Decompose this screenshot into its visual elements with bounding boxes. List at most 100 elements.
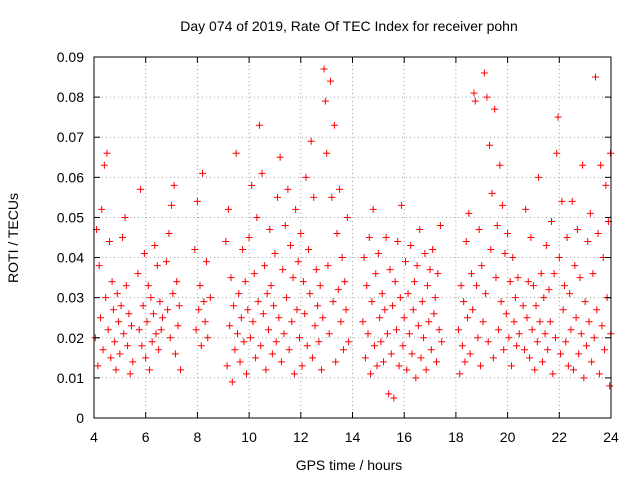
data-point: [549, 370, 557, 378]
data-point: [537, 270, 545, 278]
data-point: [390, 394, 398, 402]
data-point: [195, 306, 203, 314]
data-point: [551, 334, 559, 342]
data-point: [337, 318, 345, 326]
x-tick-label: 22: [552, 429, 568, 445]
x-tick-label: 4: [90, 429, 98, 445]
data-point: [191, 246, 199, 254]
x-tick-label: 6: [142, 429, 150, 445]
data-point: [170, 181, 178, 189]
data-point: [553, 149, 561, 157]
data-point: [262, 366, 270, 374]
data-point: [240, 338, 248, 346]
data-point: [363, 282, 371, 290]
data-point: [235, 290, 243, 298]
data-point: [456, 370, 464, 378]
data-point: [206, 294, 214, 302]
data-point: [403, 366, 411, 374]
data-point: [594, 229, 602, 237]
data-point: [227, 274, 235, 282]
data-point: [286, 242, 294, 250]
data-point: [316, 282, 324, 290]
x-tick-label: 16: [396, 429, 412, 445]
data-point: [98, 205, 106, 213]
x-tick-label: 24: [603, 429, 619, 445]
data-point: [411, 278, 419, 286]
data-point: [473, 282, 481, 290]
data-point: [338, 254, 346, 262]
data-point: [510, 318, 518, 326]
data-point: [401, 258, 409, 266]
data-point: [342, 306, 350, 314]
data-point: [192, 326, 200, 334]
data-point: [254, 298, 262, 306]
data-point: [486, 141, 494, 149]
data-point: [277, 358, 285, 366]
data-point: [177, 366, 185, 374]
data-point: [321, 97, 329, 105]
data-point: [576, 274, 584, 282]
data-point: [480, 69, 488, 77]
data-point: [164, 306, 172, 314]
data-point: [570, 366, 578, 374]
data-point: [294, 258, 302, 266]
data-point: [577, 330, 585, 338]
data-point: [571, 262, 579, 270]
data-point: [115, 318, 123, 326]
data-point: [378, 290, 386, 298]
data-point: [405, 330, 413, 338]
data-point: [120, 330, 128, 338]
data-point: [382, 234, 390, 241]
data-point: [148, 338, 156, 346]
data-point: [374, 250, 382, 258]
data-point: [394, 238, 402, 246]
data-point: [372, 270, 380, 278]
data-point: [244, 306, 252, 314]
data-point: [329, 298, 337, 306]
data-point: [223, 362, 231, 370]
data-point: [299, 278, 307, 286]
data-point: [259, 310, 267, 318]
data-point: [526, 354, 534, 362]
data-point: [558, 197, 566, 205]
data-point: [427, 346, 435, 354]
data-point: [125, 310, 133, 318]
data-point: [169, 290, 177, 298]
data-point: [124, 342, 132, 350]
data-point: [544, 346, 552, 354]
grid-lines: [94, 57, 611, 418]
data-point: [400, 314, 408, 322]
data-point: [555, 254, 563, 262]
data-point: [498, 201, 506, 209]
data-point: [593, 306, 601, 314]
data-point: [475, 225, 483, 233]
data-point: [222, 238, 230, 246]
data-point: [430, 310, 438, 318]
data-point: [399, 342, 407, 350]
data-point: [520, 346, 528, 354]
data-point: [557, 350, 565, 358]
data-point: [197, 342, 205, 350]
data-point: [121, 213, 129, 221]
data-point: [460, 298, 468, 306]
data-point: [199, 169, 207, 177]
data-point: [471, 97, 479, 105]
data-point: [597, 161, 605, 169]
data-point: [438, 338, 446, 346]
data-point: [407, 242, 415, 250]
data-point: [99, 346, 107, 354]
data-point: [368, 298, 376, 306]
data-point: [162, 258, 170, 266]
data-point: [303, 342, 311, 350]
data-point: [581, 298, 589, 306]
data-point: [255, 121, 263, 129]
data-point: [548, 217, 556, 225]
data-point: [146, 366, 154, 374]
data-point: [268, 350, 276, 358]
data-point: [281, 221, 289, 229]
data-point: [370, 342, 378, 350]
data-point: [94, 362, 102, 370]
data-point: [435, 326, 443, 334]
y-tick-label: 0: [76, 410, 84, 426]
data-point: [275, 314, 283, 322]
